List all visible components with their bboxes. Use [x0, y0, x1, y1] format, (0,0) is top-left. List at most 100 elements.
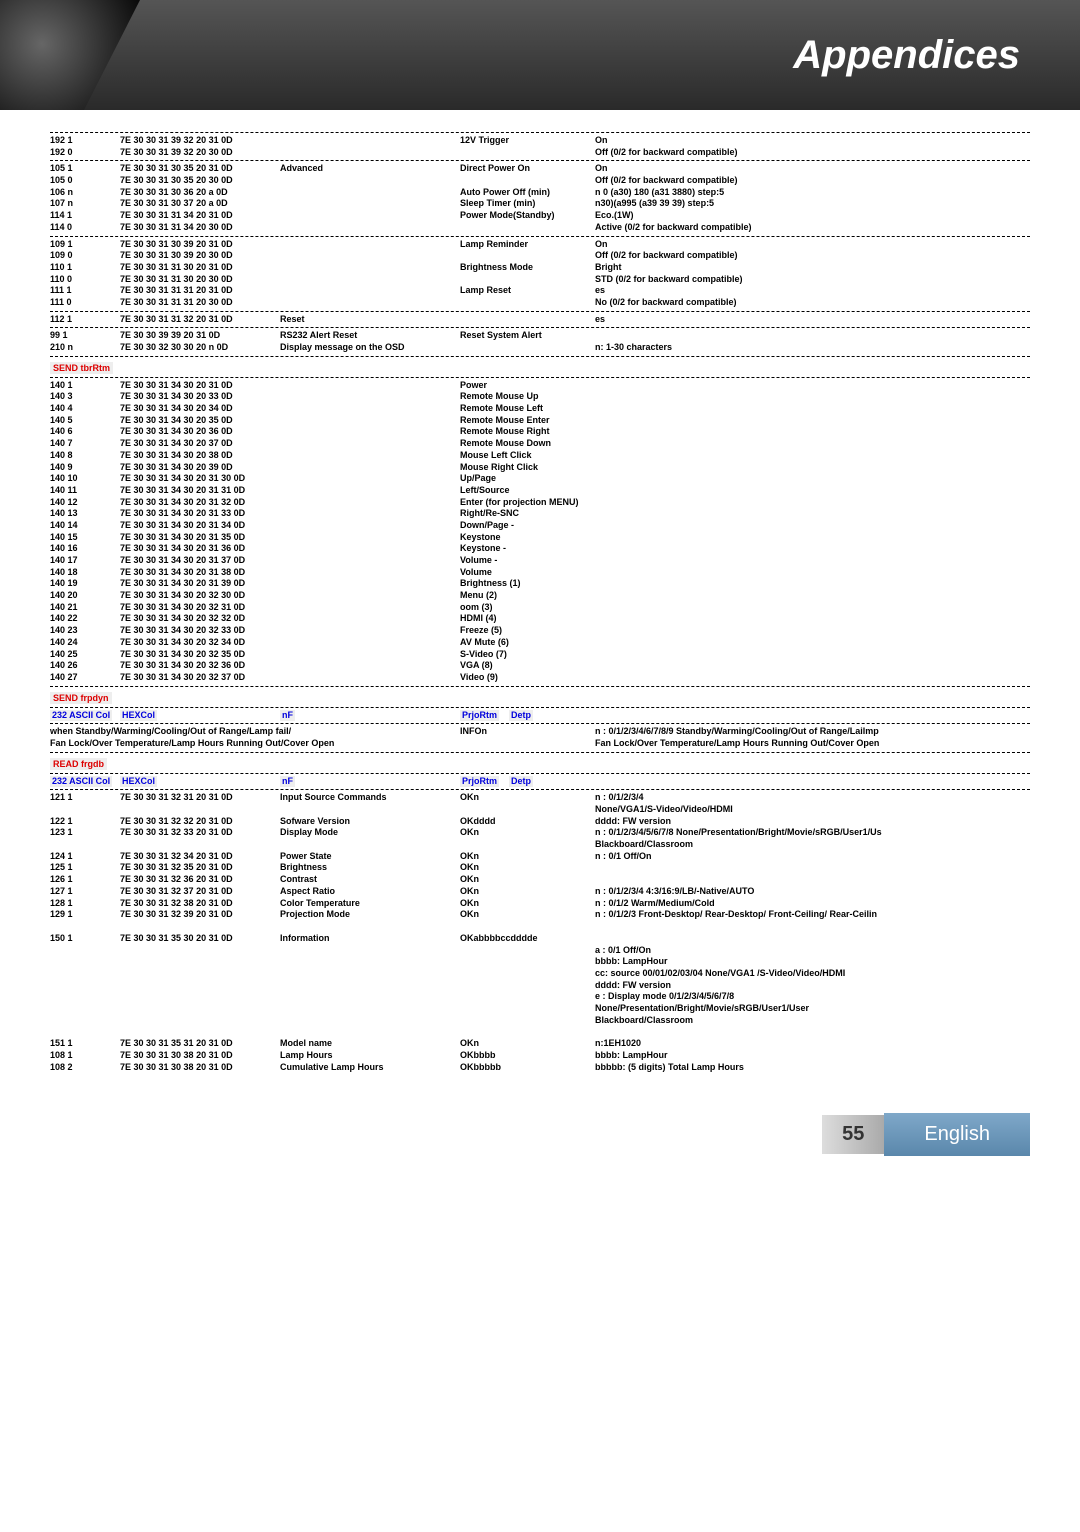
- cell-c3: [280, 438, 460, 450]
- cell-c1: 151 1: [50, 1038, 120, 1050]
- cell-c3: [280, 520, 460, 532]
- cell-c3: Brightness: [280, 862, 460, 874]
- cell-c1: 106 n: [50, 187, 120, 199]
- cell-c3: [280, 660, 460, 672]
- data-row: 114 17E 30 30 31 31 34 20 31 0DPower Mod…: [50, 210, 1030, 222]
- cell-c5: Off (0/2 for backward compatible): [595, 250, 1030, 262]
- cell-c4: Brightness Mode: [460, 262, 595, 274]
- cell-c4: VGA (8): [460, 660, 595, 672]
- cell-c2: 7E 30 30 31 34 30 20 31 37 0D: [120, 555, 280, 567]
- cell-c1: 140 27: [50, 672, 120, 684]
- cell-c4: oom (3): [460, 602, 595, 614]
- cell-c1: 140 21: [50, 602, 120, 614]
- cell-c3: [280, 991, 460, 1003]
- cell-c3: Reset: [280, 314, 460, 326]
- data-row: 107 n7E 30 30 31 30 37 20 a 0DSleep Time…: [50, 198, 1030, 210]
- cell-c1: 140 1: [50, 380, 120, 392]
- cell-c1: 140 20: [50, 590, 120, 602]
- cell-c4: [460, 980, 595, 992]
- cell-c1: 110 0: [50, 274, 120, 286]
- cell-c1: [50, 1003, 120, 1015]
- cell-c5: Bright: [595, 262, 1030, 274]
- cell-c2: 7E 30 30 31 34 30 20 31 30 0D: [120, 473, 280, 485]
- data-row: Blackboard/Classroom: [50, 839, 1030, 851]
- cell-c2: [120, 980, 280, 992]
- data-row: 140 37E 30 30 31 34 30 20 33 0DRemote Mo…: [50, 391, 1030, 403]
- cell-c2: 7E 30 30 31 32 34 20 31 0D: [120, 851, 280, 863]
- cell-c4: OKbbbb: [460, 1050, 595, 1062]
- cell-c3: [280, 1015, 460, 1027]
- cell-c3: Cumulative Lamp Hours: [280, 1062, 460, 1074]
- cell-c1: 140 11: [50, 485, 120, 497]
- data-row: 140 57E 30 30 31 34 30 20 35 0DRemote Mo…: [50, 415, 1030, 427]
- cell-c2: 7E 30 30 31 30 35 20 30 0D: [120, 175, 280, 187]
- data-row: 140 177E 30 30 31 34 30 20 31 37 0DVolum…: [50, 555, 1030, 567]
- data-row: 192 07E 30 30 31 39 32 20 30 0DOff (0/2 …: [50, 147, 1030, 159]
- cell-c2: 7E 30 30 31 31 31 20 30 0D: [120, 297, 280, 309]
- cell-c4: 12V Trigger: [460, 135, 595, 147]
- cell-c3: Contrast: [280, 874, 460, 886]
- cell-c5: dddd: FW version: [595, 816, 1030, 828]
- cell-c4: OKn: [460, 886, 595, 898]
- cell-c4: OKn: [460, 862, 595, 874]
- cell-c4: [460, 250, 595, 262]
- data-row: 140 97E 30 30 31 34 30 20 39 0DMouse Rig…: [50, 462, 1030, 474]
- cell-c5: [595, 438, 1030, 450]
- content-area: 192 17E 30 30 31 39 32 20 31 0D12V Trigg…: [0, 110, 1080, 1093]
- cell-c4: Sleep Timer (min): [460, 198, 595, 210]
- cell-c3: [280, 135, 460, 147]
- cell-c1: [50, 1015, 120, 1027]
- cell-c1: [50, 839, 120, 851]
- cell-c3: [280, 543, 460, 555]
- cell-c4: OKn: [460, 1038, 595, 1050]
- cell-c1: 128 1: [50, 898, 120, 910]
- cell-c3: [280, 945, 460, 957]
- data-row: 109 07E 30 30 31 30 39 20 30 0DOff (0/2 …: [50, 250, 1030, 262]
- cell-c4: Enter (for projection MENU): [460, 497, 595, 509]
- page-footer: 55 English: [0, 1113, 1080, 1156]
- cell-c1: 140 10: [50, 473, 120, 485]
- cell-c5: es: [595, 314, 1030, 326]
- cell-c2: [120, 968, 280, 980]
- cell-c1: 140 6: [50, 426, 120, 438]
- cell-c2: 7E 30 30 31 31 31 20 31 0D: [120, 285, 280, 297]
- column-header-row: 232 ASCII ColHEXColnFPrjoRtm Detp: [50, 776, 1030, 788]
- cell-c5: Off (0/2 for backward compatible): [595, 147, 1030, 159]
- data-row: 109 17E 30 30 31 30 39 20 31 0DLamp Remi…: [50, 239, 1030, 251]
- cell-c1: 114 0: [50, 222, 120, 234]
- cell-c3: [280, 198, 460, 210]
- cell-c2: 7E 30 30 31 34 30 20 32 37 0D: [120, 672, 280, 684]
- cell-c3: Power State: [280, 851, 460, 863]
- cell-c2: [120, 991, 280, 1003]
- cell-c4: [460, 175, 595, 187]
- cell-c2: 7E 30 30 31 34 30 20 31 39 0D: [120, 578, 280, 590]
- cell-c4: Remote Mouse Enter: [460, 415, 595, 427]
- cell-c2: [120, 839, 280, 851]
- cell-c5: Eco.(1W): [595, 210, 1030, 222]
- data-row: 111 07E 30 30 31 31 31 20 30 0DNo (0/2 f…: [50, 297, 1030, 309]
- cell-c2: 7E 30 30 31 30 38 20 31 0D: [120, 1050, 280, 1062]
- cell-c2: 7E 30 30 31 34 30 20 33 0D: [120, 391, 280, 403]
- data-row: 128 17E 30 30 31 32 38 20 31 0DColor Tem…: [50, 898, 1030, 910]
- cell-c4: Freeze (5): [460, 625, 595, 637]
- cell-c2: 7E 30 30 31 35 31 20 31 0D: [120, 1038, 280, 1050]
- data-row: 192 17E 30 30 31 39 32 20 31 0D12V Trigg…: [50, 135, 1030, 147]
- data-row: 140 127E 30 30 31 34 30 20 31 32 0DEnter…: [50, 497, 1030, 509]
- cell-c2: 7E 30 30 31 30 39 20 30 0D: [120, 250, 280, 262]
- cell-c1: 123 1: [50, 827, 120, 839]
- data-row: cc: source 00/01/02/03/04 None/VGA1 /S-V…: [50, 968, 1030, 980]
- cell-c3: [280, 380, 460, 392]
- cell-c1: 140 22: [50, 613, 120, 625]
- cell-c4: [460, 1003, 595, 1015]
- data-row: 105 17E 30 30 31 30 35 20 31 0DAdvancedD…: [50, 163, 1030, 175]
- data-row: 110 17E 30 30 31 31 30 20 31 0DBrightnes…: [50, 262, 1030, 274]
- cell-c5: [595, 497, 1030, 509]
- data-row: 140 197E 30 30 31 34 30 20 31 39 0DBrigh…: [50, 578, 1030, 590]
- cell-c4: OKabbbbccdddde: [460, 933, 595, 945]
- cell-c3: [280, 147, 460, 159]
- data-row: 210 n 7E 30 30 32 30 30 20 n 0DDisplay m…: [50, 342, 1030, 354]
- cell-c3: [280, 210, 460, 222]
- cell-c4: Auto Power Off (min): [460, 187, 595, 199]
- cell-c2: [120, 804, 280, 816]
- cell-c1: 126 1: [50, 874, 120, 886]
